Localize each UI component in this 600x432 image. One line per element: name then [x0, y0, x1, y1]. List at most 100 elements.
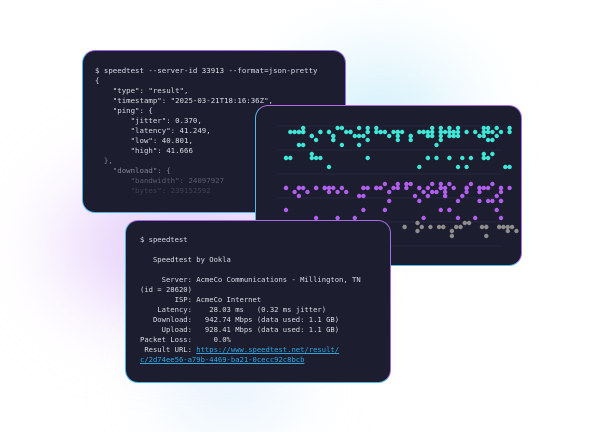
- download-dot: [309, 151, 314, 157]
- upload-dot: [292, 189, 297, 195]
- download-dot: [455, 129, 461, 135]
- download-dot: [455, 125, 461, 131]
- latency-dot: [466, 220, 472, 226]
- download-dot: [374, 125, 379, 131]
- upload-dot: [395, 185, 400, 191]
- upload-dot: [382, 207, 388, 213]
- upload-dot: [326, 189, 332, 195]
- result-url-link-continued[interactable]: c/2d74ee56-a79b-4469-ba21-0cecc92c8bcb: [140, 355, 305, 364]
- download-dot: [352, 133, 357, 139]
- upload-dot: [322, 185, 327, 191]
- download-dot: [356, 125, 362, 131]
- upload-dot: [438, 207, 443, 213]
- dot-plot: [276, 125, 519, 247]
- download-dot: [331, 133, 336, 139]
- upload-dot: [344, 189, 349, 195]
- download-dot: [455, 133, 461, 139]
- download-dot: [451, 129, 456, 135]
- upload-dot: [425, 185, 431, 191]
- upload-dot: [421, 215, 426, 221]
- download-dot: [288, 129, 293, 135]
- download-dot: [481, 125, 486, 131]
- upload-dot: [305, 189, 310, 195]
- result-terminal-card: $ speedtest Speedtest by Ookla Server: A…: [125, 220, 391, 383]
- download-dot: [498, 129, 504, 135]
- upload-dot: [477, 185, 482, 191]
- upload-dot: [404, 185, 409, 191]
- latency-dot: [484, 224, 489, 230]
- download-dot: [451, 133, 456, 139]
- upload-dot: [498, 185, 504, 191]
- download-dot: [447, 129, 452, 135]
- download-dot: [326, 164, 332, 170]
- download-dot: [447, 133, 452, 139]
- download-dot: [395, 133, 400, 139]
- upload-dot: [438, 185, 443, 191]
- download-dot: [318, 155, 323, 161]
- upload-dot: [498, 198, 504, 204]
- upload-dot: [331, 185, 336, 191]
- download-dot: [283, 155, 289, 161]
- upload-dot: [498, 189, 504, 195]
- latency-dot: [449, 228, 455, 234]
- download-dot: [438, 129, 443, 135]
- download-dot: [395, 129, 400, 135]
- upload-dot: [335, 189, 340, 195]
- upload-dot: [395, 181, 400, 187]
- upload-dot: [451, 185, 456, 191]
- result-terminal-output: $ speedtest Speedtest by Ookla Server: A…: [126, 221, 390, 365]
- upload-dot: [425, 193, 431, 199]
- download-dot: [425, 133, 431, 139]
- latency-dot: [415, 220, 420, 226]
- download-dot: [339, 142, 345, 148]
- download-dot: [438, 125, 443, 131]
- download-dot: [503, 164, 508, 170]
- upload-dot: [430, 189, 435, 195]
- upload-dot: [296, 193, 302, 199]
- download-dot: [485, 125, 491, 131]
- download-dot: [430, 125, 435, 131]
- download-dot: [485, 137, 491, 143]
- download-dot: [455, 164, 461, 170]
- upload-dot: [283, 207, 289, 213]
- download-dot: [301, 129, 306, 135]
- download-dot: [485, 129, 491, 135]
- download-dot: [490, 129, 495, 135]
- download-dot: [288, 155, 293, 161]
- download-dot: [507, 129, 512, 135]
- latency-dot: [484, 233, 489, 239]
- latency-dot: [505, 228, 510, 234]
- latency-dot: [462, 220, 467, 226]
- latency-dot: [441, 224, 446, 230]
- download-dot: [331, 137, 336, 143]
- upload-dot: [455, 198, 461, 204]
- download-dot: [481, 151, 486, 157]
- download-dot: [481, 155, 486, 161]
- upload-dot: [507, 185, 512, 191]
- download-dot: [481, 129, 486, 135]
- upload-dot: [490, 198, 495, 204]
- upload-dot: [361, 193, 366, 199]
- upload-dot: [339, 185, 345, 191]
- download-dot: [494, 125, 499, 131]
- upload-dot: [447, 181, 452, 187]
- upload-dot: [430, 181, 435, 187]
- upload-dot: [498, 215, 504, 221]
- download-dot: [365, 155, 370, 161]
- upload-dot: [387, 189, 392, 195]
- upload-dot: [361, 207, 366, 213]
- upload-dot: [477, 189, 482, 195]
- download-dot: [382, 129, 388, 135]
- download-dot: [399, 129, 405, 135]
- latency-dot: [428, 224, 433, 230]
- download-dot: [344, 129, 349, 135]
- latency-dot: [458, 224, 463, 230]
- download-dot: [365, 125, 370, 131]
- latency-dot: [454, 224, 459, 230]
- download-dot: [442, 129, 448, 135]
- result-url-link[interactable]: https://www.speedtest.net/result/: [196, 345, 340, 354]
- upload-dot: [374, 185, 379, 191]
- download-dot: [477, 133, 482, 139]
- upload-dot: [464, 189, 469, 195]
- latency-dot: [449, 233, 455, 239]
